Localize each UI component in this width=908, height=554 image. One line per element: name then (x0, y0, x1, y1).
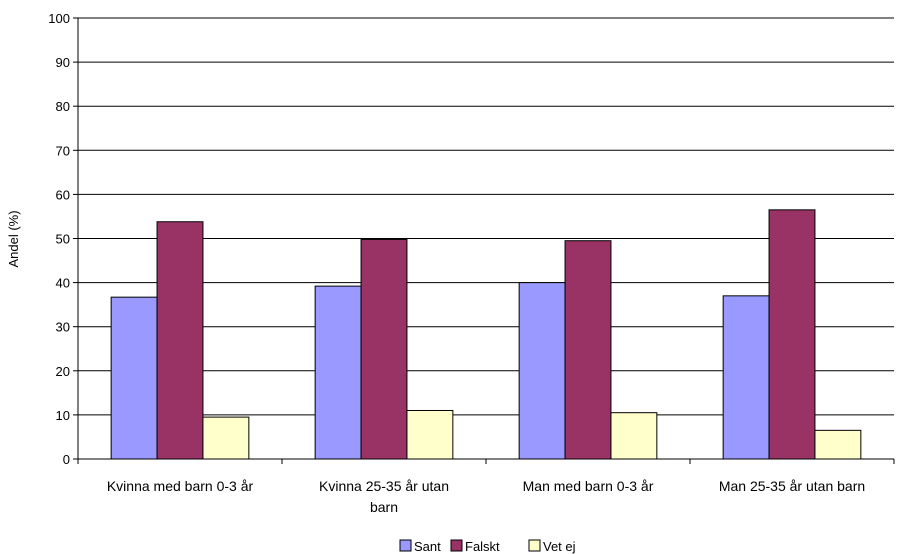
bars (110, 209, 862, 460)
y-tick-label: 30 (56, 320, 70, 335)
bar-sant (722, 295, 770, 460)
y-tick-label: 40 (56, 276, 70, 291)
bar-sant (518, 282, 566, 460)
bar-falskt (360, 238, 408, 460)
y-tick-label: 0 (63, 452, 70, 467)
bar-falskt (156, 221, 204, 460)
x-category-label: barn (370, 499, 398, 515)
x-category-label: Man med barn 0-3 år (523, 478, 654, 494)
x-axis-labels: Kvinna med barn 0-3 år Kvinna 25-35 år ut… (107, 478, 865, 515)
bar-falskt (768, 209, 816, 460)
axes (77, 18, 895, 464)
x-category-label: Kvinna 25-35 år utan (319, 478, 449, 494)
bar-vet-ej (814, 429, 862, 460)
y-tick-label: 20 (56, 364, 70, 379)
gridlines (78, 17, 894, 416)
bar-sant (110, 296, 158, 460)
bar-sant (314, 285, 362, 460)
bar-vet-ej (406, 409, 454, 460)
y-tick-label: 80 (56, 99, 70, 114)
bar-vet-ej (202, 416, 250, 460)
y-tick-label: 50 (56, 232, 70, 247)
legend-swatch-vet-ej (528, 539, 541, 552)
legend-label: Sant (414, 539, 441, 554)
bar-vet-ej (610, 412, 658, 460)
x-category-label: Kvinna med barn 0-3 år (107, 478, 254, 494)
y-tick-label: 70 (56, 143, 70, 158)
legend: Sant Falskt Vet ej (399, 539, 576, 554)
legend-swatch-falskt (450, 539, 463, 552)
legend-swatch-sant (399, 539, 412, 552)
legend-label: Falskt (465, 539, 500, 554)
y-axis-label: Andel (%) (6, 210, 21, 267)
y-tick-label: 90 (56, 55, 70, 70)
legend-label: Vet ej (543, 539, 576, 554)
y-tick-label: 100 (48, 11, 70, 26)
bar-falskt (564, 240, 612, 460)
x-category-label: Man 25-35 år utan barn (719, 478, 865, 494)
y-axis-ticks: 0 10 20 30 40 50 60 70 80 90 100 (48, 11, 78, 467)
y-tick-label: 10 (56, 408, 70, 423)
y-tick-label: 60 (56, 187, 70, 202)
